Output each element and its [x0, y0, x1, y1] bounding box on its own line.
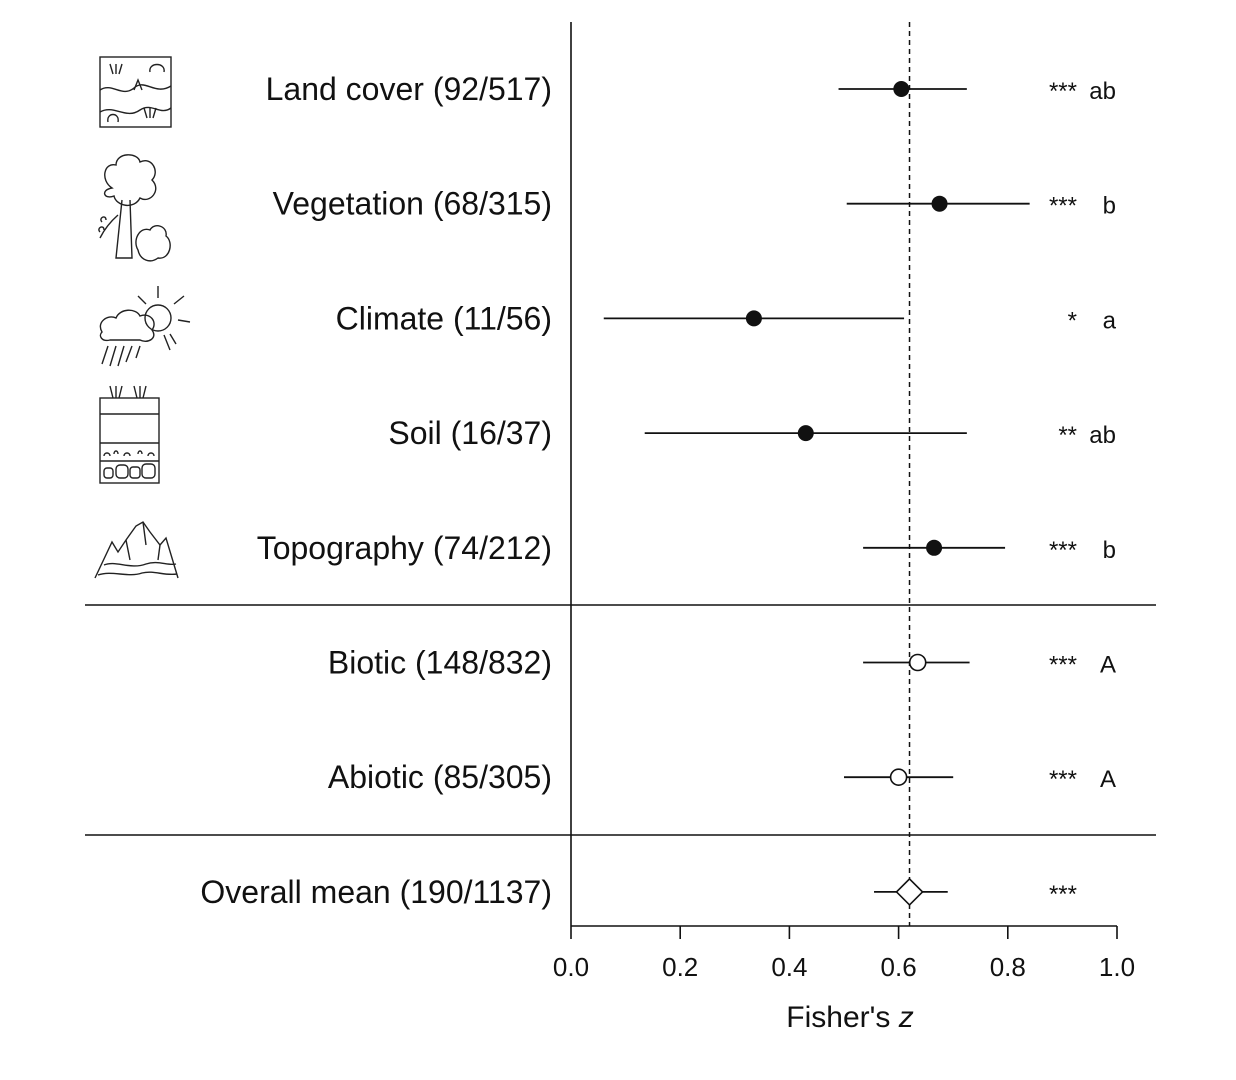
x-tick-label: 0.0 [553, 952, 589, 982]
mean-point [797, 425, 814, 442]
row-label: Topography (74/212) [257, 530, 552, 566]
group-letter: ab [1089, 78, 1116, 105]
group-letter: A [1100, 766, 1116, 793]
significance-stars: *** [1049, 537, 1077, 564]
mean-diamond [895, 877, 924, 907]
x-tick-label: 0.6 [881, 952, 917, 982]
row-label: Land cover (92/517) [266, 71, 552, 107]
x-tick-label: 0.2 [662, 952, 698, 982]
forest-row: Topography (74/212) *** b [257, 530, 1116, 566]
land-cover-icon [99, 56, 172, 128]
row-label: Biotic (148/832) [328, 645, 552, 681]
row-label: Soil (16/37) [388, 415, 552, 451]
mean-point [889, 768, 908, 787]
group-letter: a [1103, 307, 1117, 334]
row-label: Climate (11/56) [336, 300, 552, 336]
significance-stars: *** [1049, 652, 1077, 679]
significance-stars: *** [1049, 78, 1077, 105]
forest-row: Climate (11/56) * a [336, 300, 1117, 336]
topography-icon [94, 521, 179, 579]
forest-row: Soil (16/37) ** ab [388, 415, 1116, 451]
mean-point [908, 653, 927, 672]
group-letter: b [1103, 193, 1116, 220]
mean-point [893, 81, 910, 97]
significance-stars: *** [1049, 881, 1077, 908]
row-label: Overall mean (190/1137) [200, 874, 552, 910]
group-letter: ab [1089, 422, 1116, 449]
x-axis-label-text: Fisher's [786, 1001, 890, 1034]
vegetation-icon [98, 154, 171, 262]
mean-point [931, 195, 948, 212]
climate-icon [99, 286, 191, 367]
x-axis-label-z: z [898, 1001, 914, 1034]
group-letter: b [1103, 537, 1116, 564]
row-label: Abiotic (85/305) [328, 759, 552, 795]
forest-row: Abiotic (85/305) *** A [328, 759, 1116, 795]
row-label: Vegetation (68/315) [273, 186, 552, 222]
significance-stars: * [1068, 307, 1077, 334]
x-axis-label: Fisher's z [786, 1001, 913, 1034]
significance-stars: *** [1049, 766, 1077, 793]
x-ticks: 0.0 0.2 0.4 0.6 0.8 1.0 [553, 926, 1135, 982]
forest-row: Land cover (92/517) *** ab [266, 71, 1116, 107]
forest-row: Vegetation (68/315) *** b [273, 186, 1116, 222]
forest-row: Biotic (148/832) *** A [328, 645, 1116, 681]
significance-stars: *** [1049, 193, 1077, 220]
x-tick-label: 0.8 [990, 952, 1026, 982]
x-tick-label: 1.0 [1099, 952, 1135, 982]
mean-point [926, 539, 943, 556]
x-tick-label: 0.4 [771, 952, 807, 982]
group-letter: A [1100, 652, 1116, 679]
soil-icon [99, 385, 160, 484]
forest-row: Overall mean (190/1137) *** [200, 874, 1077, 910]
significance-stars: ** [1058, 422, 1077, 449]
mean-point [745, 310, 762, 327]
